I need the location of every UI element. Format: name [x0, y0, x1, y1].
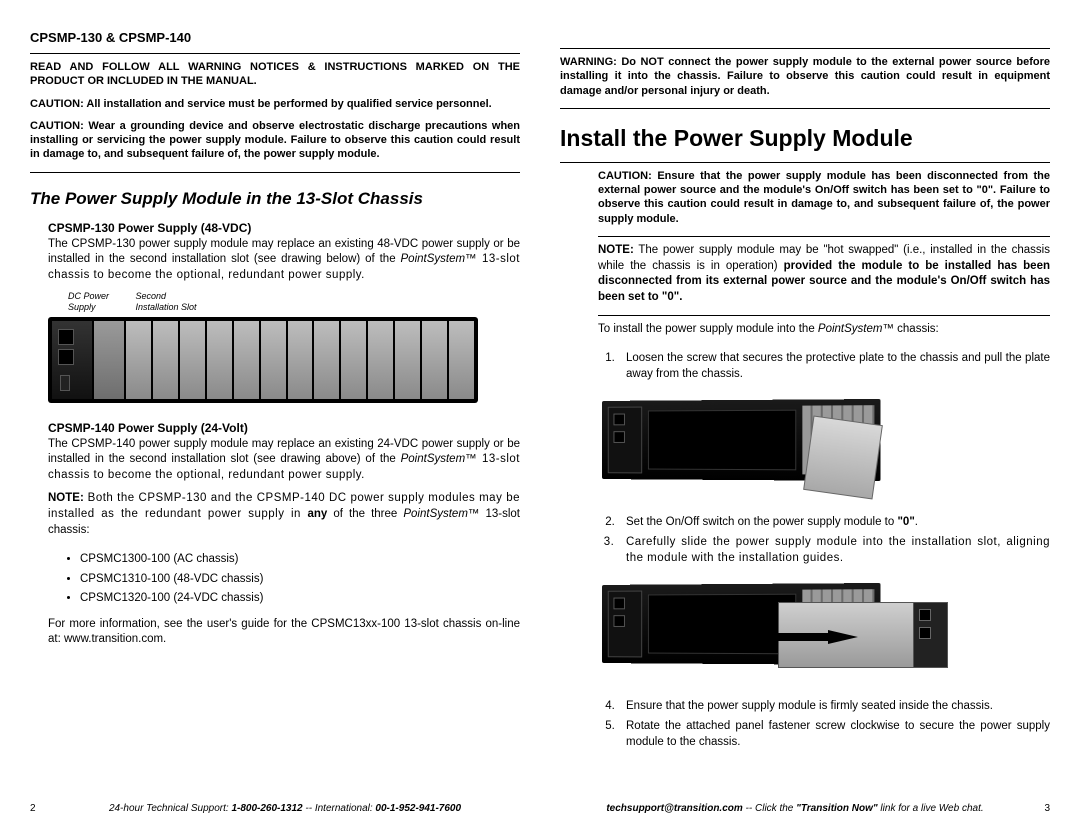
- warning-connect: WARNING: Do NOT connect the power supply…: [560, 55, 1050, 98]
- list-item: CPSMC1300-100 (AC chassis): [80, 550, 520, 570]
- p-140: The CPSMP-140 power supply module may re…: [48, 437, 520, 484]
- rule: [598, 315, 1050, 316]
- rule: [30, 53, 520, 54]
- install-steps: Loosen the screw that secures the protec…: [618, 350, 1050, 386]
- diagram-labels: DC PowerSupply SecondInstallation Slot: [68, 291, 520, 313]
- p-130: The CPSMP-130 power supply module may re…: [48, 237, 520, 284]
- install-steps: Ensure that the power supply module is f…: [618, 698, 1050, 754]
- sub-140: CPSMP-140 Power Supply (24-Volt): [48, 421, 520, 435]
- step-2: Set the On/Off switch on the power suppl…: [618, 514, 1050, 530]
- footer-right: techsupport@transition.com -- Click the …: [560, 803, 1050, 814]
- note-both: NOTE: Both the CPSMP-130 and the CPSMP-1…: [48, 491, 520, 538]
- step-4: Ensure that the power supply module is f…: [618, 698, 1050, 714]
- rule: [560, 108, 1050, 109]
- caution-install: CAUTION: All installation and service mu…: [30, 97, 520, 111]
- label-slot: SecondInstallation Slot: [136, 291, 197, 313]
- section-title: The Power Supply Module in the 13-Slot C…: [30, 189, 520, 209]
- protective-plate: [803, 415, 883, 499]
- install-image-1: [598, 400, 978, 500]
- list-item: CPSMC1310-100 (48-VDC chassis): [80, 570, 520, 590]
- more-info: For more information, see the user's gui…: [48, 617, 520, 648]
- second-slot: [94, 321, 124, 399]
- right-column: WARNING: Do NOT connect the power supply…: [560, 30, 1050, 814]
- caution-disconnect: CAUTION: Ensure that the power supply mo…: [598, 169, 1050, 226]
- sub-130: CPSMP-130 Power Supply (48-VDC): [48, 221, 520, 235]
- card-slots: [126, 321, 474, 399]
- footer-text: 24-hour Technical Support: 1-800-260-131…: [50, 803, 520, 814]
- rule: [30, 172, 520, 173]
- note-hotswap: NOTE: The power supply module may be "ho…: [598, 243, 1050, 305]
- footer-text: techsupport@transition.com -- Click the …: [560, 803, 1030, 814]
- left-column: CPSMP-130 & CPSMP-140 READ AND FOLLOW AL…: [30, 30, 520, 814]
- page-number: 3: [1030, 803, 1050, 814]
- footer-left: 2 24-hour Technical Support: 1-800-260-1…: [30, 803, 520, 814]
- chassis-diagram: [48, 317, 478, 403]
- psu-slot: [52, 321, 92, 399]
- rule: [560, 48, 1050, 49]
- step-5: Rotate the attached panel fastener screw…: [618, 718, 1050, 750]
- rule: [598, 236, 1050, 237]
- label-dc: DC PowerSupply: [68, 291, 133, 313]
- install-intro: To install the power supply module into …: [598, 322, 1050, 338]
- arrow-icon: [758, 630, 858, 644]
- step-3: Carefully slide the power supply module …: [618, 534, 1050, 566]
- list-item: CPSMC1320-100 (24-VDC chassis): [80, 589, 520, 609]
- install-image-2: [598, 584, 978, 684]
- install-title: Install the Power Supply Module: [560, 125, 1050, 152]
- rule: [560, 162, 1050, 163]
- caution-esd: CAUTION: Wear a grounding device and obs…: [30, 119, 520, 162]
- warning-read: READ AND FOLLOW ALL WARNING NOTICES & IN…: [30, 60, 520, 89]
- chassis-list: CPSMC1300-100 (AC chassis) CPSMC1310-100…: [80, 550, 520, 609]
- step-1: Loosen the screw that secures the protec…: [618, 350, 1050, 382]
- page-number: 2: [30, 803, 50, 814]
- install-steps: Set the On/Off switch on the power suppl…: [618, 514, 1050, 570]
- doc-header: CPSMP-130 & CPSMP-140: [30, 30, 520, 45]
